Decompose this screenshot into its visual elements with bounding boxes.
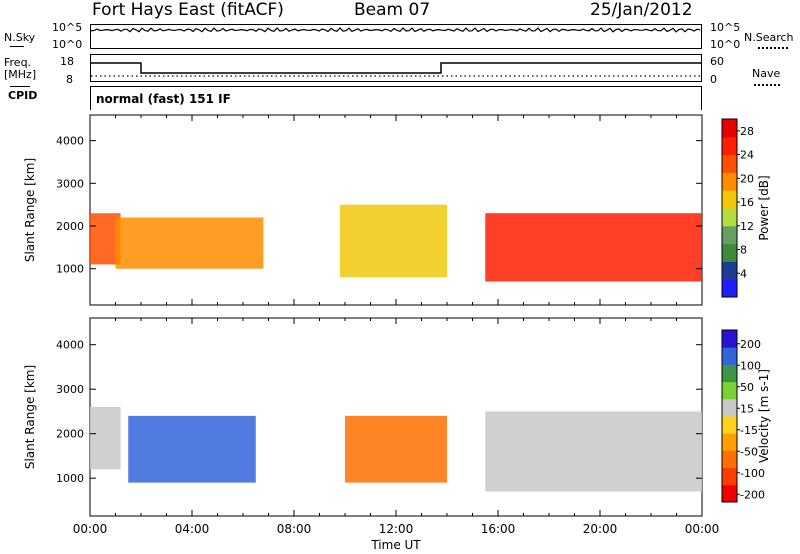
nave-label: Nave <box>752 67 781 80</box>
power-colorbar-tick-0: 4 <box>740 267 747 280</box>
velocity-colorbar-tick-5: -50 <box>740 445 758 458</box>
nave-tick-high: 60 <box>710 55 724 68</box>
power-region-2 <box>339 204 447 278</box>
power-ytick-3: 4000 <box>56 135 84 148</box>
xtick-0: 00:00 <box>73 522 108 536</box>
power-colorbar-tick-4: 20 <box>740 172 754 185</box>
velocity-colorbar-swatch-7 <box>722 364 737 383</box>
xtick-6: 00:00 <box>685 522 720 536</box>
xtick-3: 12:00 <box>379 522 414 536</box>
power-ytick-2: 3000 <box>56 177 84 190</box>
power-panel: 1000 2000 3000 4000 Slant Range [km] 4 8 12 16 20… <box>23 114 771 306</box>
velocity-colorbar: 200 100 50 15 -15 -50 -100 -200 Velocity [m s-1] <box>721 329 771 503</box>
velocity-colorbar-tick-2: 50 <box>740 381 754 394</box>
velocity-ytick-2: 3000 <box>56 383 84 396</box>
power-colorbar-swatch-9 <box>722 119 737 138</box>
nsky-panel <box>90 24 702 49</box>
freq-unit: [MHz] <box>4 68 37 81</box>
velocity-ytick-1: 2000 <box>56 428 84 441</box>
velocity-region-3 <box>485 411 702 492</box>
velocity-colorbar-swatch-1 <box>722 467 737 486</box>
power-colorbar-tick-5: 24 <box>740 149 754 162</box>
xtick-5: 20:00 <box>583 522 618 536</box>
nsky-tick-low: 10^0 <box>52 38 83 51</box>
freq-label: Freq. <box>4 56 32 69</box>
velocity-colorbar-swatch-4 <box>722 416 737 434</box>
nsky-line-key <box>10 46 24 47</box>
velocity-panel: 1000 2000 3000 4000 Slant Range [km] 200 100 50… <box>23 317 771 552</box>
power-colorbar-swatch-8 <box>722 136 737 156</box>
cpid-line-key <box>10 86 30 87</box>
nsearch-label: N.Search <box>744 31 794 44</box>
velocity-colorbar-label: Velocity [m s-1] <box>757 369 771 463</box>
velocity-colorbar-swatch-9 <box>722 330 737 348</box>
cpid-label: CPID <box>8 89 38 102</box>
xtick-1: 04:00 <box>175 522 210 536</box>
nsky-tick-high: 10^5 <box>52 21 83 34</box>
station-title: Fort Hays East (fitACF) <box>92 0 284 20</box>
power-colorbar-tick-2: 12 <box>740 220 754 233</box>
velocity-colorbar-swatch-2 <box>722 450 737 469</box>
nsky-label: N.Sky <box>4 31 36 44</box>
power-colorbar-label: Power [dB] <box>757 175 771 240</box>
xtick-2: 08:00 <box>277 522 312 536</box>
velocity-colorbar-tick-4: -15 <box>740 424 758 437</box>
power-colorbar-swatch-0 <box>722 279 737 298</box>
power-colorbar-swatch-6 <box>722 172 737 191</box>
power-ylabel: Slant Range [km] <box>23 158 37 262</box>
velocity-ytick-0: 1000 <box>56 472 84 485</box>
power-colorbar-swatch-1 <box>722 261 737 280</box>
cpid-value: normal (fast) 151 IF <box>96 92 231 106</box>
cpid-panel <box>90 86 702 110</box>
freq-tick-low: 8 <box>66 73 73 86</box>
power-colorbar-swatch-5 <box>722 190 737 209</box>
freq-panel <box>90 54 702 82</box>
velocity-colorbar-swatch-5 <box>722 398 737 417</box>
velocity-colorbar-tick-1: 100 <box>740 359 761 372</box>
nsearch-tick-low: 10^0 <box>710 38 741 51</box>
velocity-ylabel: Slant Range [km] <box>23 365 37 469</box>
power-colorbar-tick-6: 28 <box>740 125 754 138</box>
power-region-1 <box>115 217 264 269</box>
velocity-colorbar-swatch-8 <box>722 347 737 365</box>
velocity-ytick-3: 4000 <box>56 339 84 352</box>
velocity-colorbar-tick-7: -200 <box>740 488 765 501</box>
velocity-colorbar-swatch-3 <box>722 433 737 451</box>
power-colorbar-swatch-3 <box>722 225 737 245</box>
xtick-4: 16:00 <box>481 522 516 536</box>
power-region-3 <box>485 213 702 282</box>
power-ytick-0: 1000 <box>56 263 84 276</box>
velocity-colorbar-swatch-0 <box>722 484 737 503</box>
power-ytick-1: 2000 <box>56 220 84 233</box>
velocity-colorbar-tick-3: 15 <box>740 402 754 415</box>
power-colorbar-swatch-4 <box>722 208 737 227</box>
nave-line-key <box>754 84 780 86</box>
beam-title: Beam 07 <box>354 0 431 20</box>
velocity-region-1 <box>128 415 256 483</box>
velocity-colorbar-tick-6: -100 <box>740 467 765 480</box>
nsearch-line-key <box>758 47 788 49</box>
date-title: 25/Jan/2012 <box>590 0 693 20</box>
nave-tick-low: 0 <box>710 73 717 86</box>
freq-tick-high: 18 <box>60 55 74 68</box>
x-axis-label: Time UT <box>370 538 421 552</box>
power-colorbar-swatch-7 <box>722 154 737 173</box>
velocity-colorbar-tick-0: 200 <box>740 338 761 351</box>
velocity-region-2 <box>345 415 447 483</box>
power-colorbar-swatch-2 <box>722 243 737 262</box>
power-colorbar-tick-3: 16 <box>740 196 754 209</box>
velocity-region-0 <box>90 406 121 470</box>
nsearch-tick-high: 10^5 <box>710 21 741 34</box>
power-colorbar: 4 8 12 16 20 24 28 Power [dB] <box>721 118 771 298</box>
velocity-colorbar-swatch-6 <box>722 381 737 400</box>
power-colorbar-tick-1: 8 <box>740 244 747 257</box>
